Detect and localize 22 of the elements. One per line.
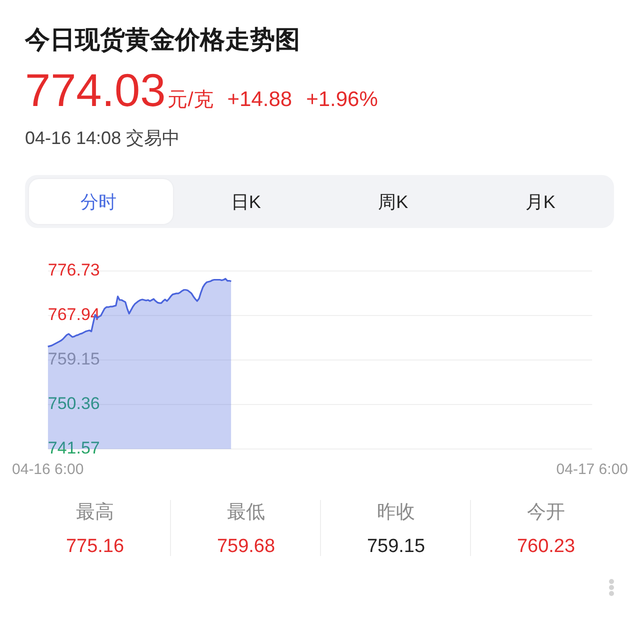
- chart-subtitle: 774.03元/克 +14.88 +1.96%: [25, 64, 378, 116]
- y-tick-label: 776.73: [48, 260, 100, 280]
- text: 昨收: [376, 501, 416, 525]
- x-tick-label: 04-17 6:00: [556, 461, 628, 478]
- text: 分时: [80, 191, 117, 214]
- text: 月K: [525, 191, 556, 214]
- text: 日K: [230, 191, 261, 214]
- chart-title: 今日现货黄金价格走势图: [25, 25, 300, 56]
- y-tick-label: 759.15: [48, 350, 100, 369]
- y-tick-label: 750.36: [48, 394, 100, 414]
- text: 最高: [75, 501, 115, 525]
- text: 760.23: [516, 535, 576, 559]
- text: 周K: [378, 191, 408, 214]
- y-tick-label: 741.57: [48, 438, 100, 458]
- text: 759.15: [366, 535, 426, 559]
- text: 04-16 14:08 交易中: [25, 127, 180, 150]
- text: 759.68: [216, 535, 276, 559]
- x-tick-label: 04-16 6:00: [12, 461, 84, 478]
- text: 775.16: [64, 535, 126, 559]
- text: 今开: [526, 501, 566, 525]
- y-tick-label: 767.94: [48, 305, 100, 324]
- text: 最低: [226, 501, 266, 525]
